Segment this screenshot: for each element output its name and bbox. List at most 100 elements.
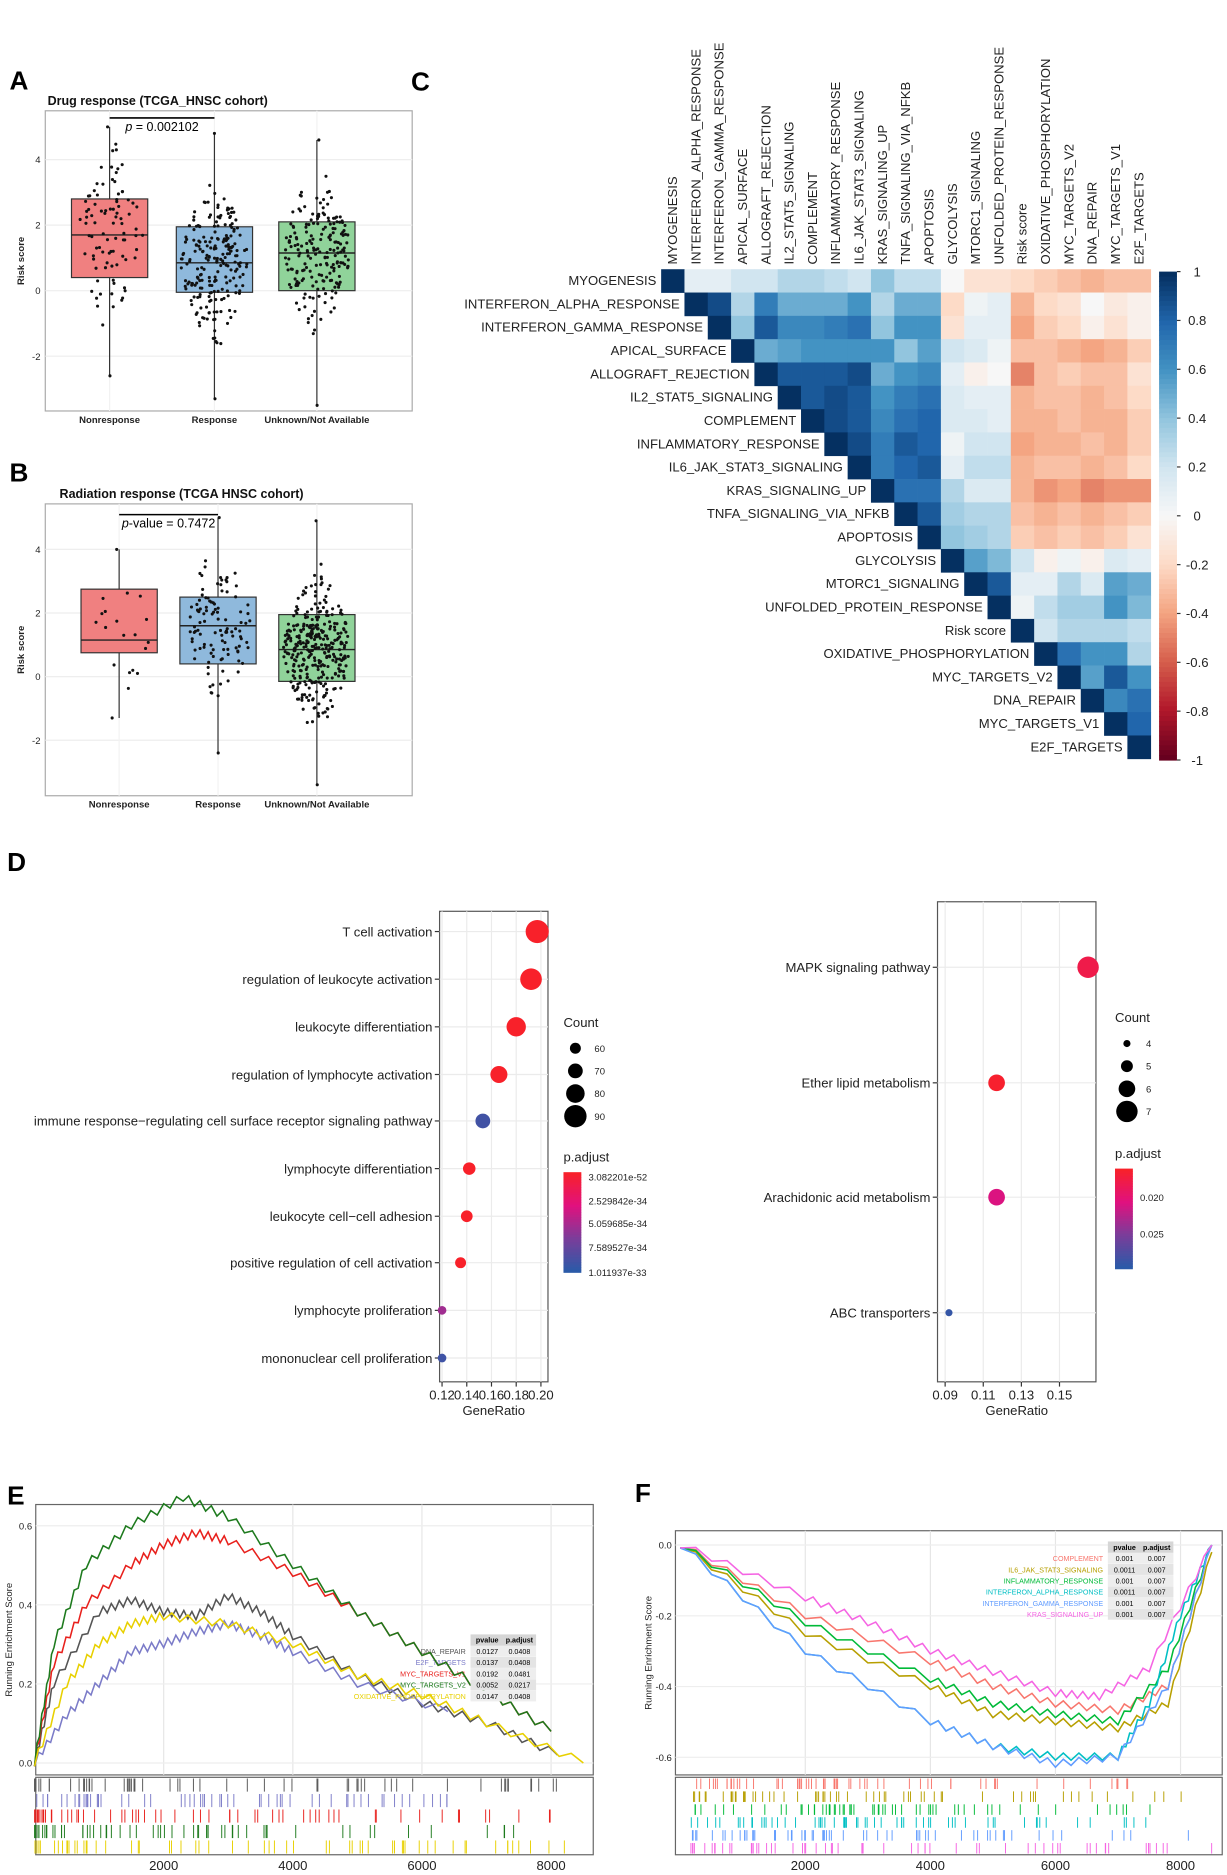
colorbar-segment	[1159, 545, 1177, 551]
heatmap-cell	[1010, 572, 1035, 596]
heatmap-cell	[1057, 409, 1082, 433]
table-pvalue: 0.0011	[1114, 1589, 1135, 1597]
column-label: TNFA_SIGNALING_VIA_NFKB	[898, 82, 913, 265]
data-point	[318, 263, 323, 267]
heatmap-cell	[1104, 315, 1128, 340]
term-label: regulation of lymphocyte activation	[232, 1067, 433, 1082]
data-point	[83, 252, 87, 256]
data-point	[228, 308, 232, 312]
data-point	[194, 224, 199, 228]
plot-panel	[936, 901, 1097, 1383]
data-point	[100, 612, 104, 616]
data-point	[330, 296, 334, 300]
heatmap-cell	[1104, 548, 1128, 573]
data-point	[308, 693, 312, 697]
colorbar-segment	[1159, 379, 1177, 385]
heatmap-cell	[987, 315, 1012, 340]
data-point	[310, 617, 314, 622]
data-point	[322, 598, 326, 602]
data-point	[326, 216, 330, 220]
heatmap-cell	[917, 432, 942, 457]
data-point	[293, 231, 297, 235]
data-point	[323, 256, 327, 260]
heatmap-cell	[894, 409, 918, 433]
data-point	[232, 210, 236, 214]
data-dot	[462, 1162, 476, 1175]
data-point	[125, 591, 129, 595]
data-point	[333, 621, 337, 625]
data-point	[322, 622, 327, 626]
data-point	[207, 294, 211, 299]
data-point	[301, 662, 305, 666]
heatmap-cell	[801, 409, 825, 433]
data-point	[121, 254, 125, 258]
colorbar-label: -0.4	[1186, 606, 1209, 621]
data-point	[207, 215, 211, 219]
data-point	[303, 292, 307, 296]
data-point	[317, 138, 321, 142]
data-point	[122, 286, 127, 290]
data-point	[296, 607, 300, 611]
heatmap-cell	[1057, 269, 1082, 293]
colorbar-segment	[1159, 725, 1177, 732]
heatmap-cell	[847, 409, 872, 433]
data-point	[302, 296, 306, 300]
data-point	[212, 610, 216, 614]
heatmap-cell	[1080, 315, 1105, 340]
data-point	[333, 638, 337, 642]
colorbar-segment	[1159, 520, 1177, 527]
color-legend-segment	[1115, 1196, 1133, 1200]
data-point	[329, 698, 333, 703]
data-point	[338, 611, 343, 615]
data-point	[127, 212, 131, 216]
heatmap-cell	[1010, 315, 1035, 340]
table-header-padjust: p.adjust	[506, 1637, 534, 1645]
row-label: TNFA_SIGNALING_VIA_NFKB	[707, 506, 890, 521]
heatmap-cell	[1010, 362, 1035, 387]
color-legend-segment	[563, 1192, 582, 1196]
data-point	[93, 221, 97, 225]
data-point	[346, 258, 350, 262]
data-point	[144, 617, 149, 621]
data-point	[308, 239, 312, 243]
data-point	[232, 229, 236, 233]
heatmap-cell	[661, 269, 685, 293]
data-point	[321, 684, 326, 688]
color-legend-label: 7.589527e-34	[588, 1243, 647, 1254]
data-point	[114, 215, 118, 219]
table-row	[470, 1645, 537, 1657]
heatmap-cell	[1057, 455, 1082, 480]
data-point	[188, 630, 192, 634]
data-point	[200, 286, 204, 290]
colorbar-segment	[1159, 364, 1177, 370]
color-legend-segment	[563, 1262, 582, 1266]
data-point	[333, 628, 337, 632]
heatmap-cell	[1104, 479, 1128, 503]
data-point	[295, 623, 299, 627]
data-point	[301, 641, 305, 645]
colorbar-segment	[1159, 432, 1177, 439]
heatmap-cell	[870, 479, 895, 503]
column-label: APOPTOSIS	[921, 189, 936, 265]
data-point	[313, 602, 317, 606]
data-point	[196, 295, 200, 299]
row-label: DNA_REPAIR	[993, 693, 1076, 708]
heatmap-cell	[824, 432, 849, 457]
heatmap-cell	[1034, 572, 1058, 596]
data-point	[216, 289, 220, 293]
heatmap-cell	[917, 362, 942, 387]
data-point	[120, 190, 125, 194]
data-point	[313, 635, 317, 639]
colorbar-segment	[1159, 481, 1177, 488]
data-point	[322, 673, 326, 677]
y-tick-label: -0.6	[655, 1753, 671, 1764]
data-point	[85, 215, 89, 219]
data-point	[146, 640, 150, 644]
data-point	[106, 125, 110, 129]
data-point	[238, 233, 242, 237]
data-point	[319, 237, 323, 242]
colorbar-segment	[1159, 657, 1177, 663]
row-label: MTORC1_SIGNALING	[826, 576, 960, 591]
data-point	[311, 332, 315, 336]
heatmap-cell	[940, 432, 965, 457]
